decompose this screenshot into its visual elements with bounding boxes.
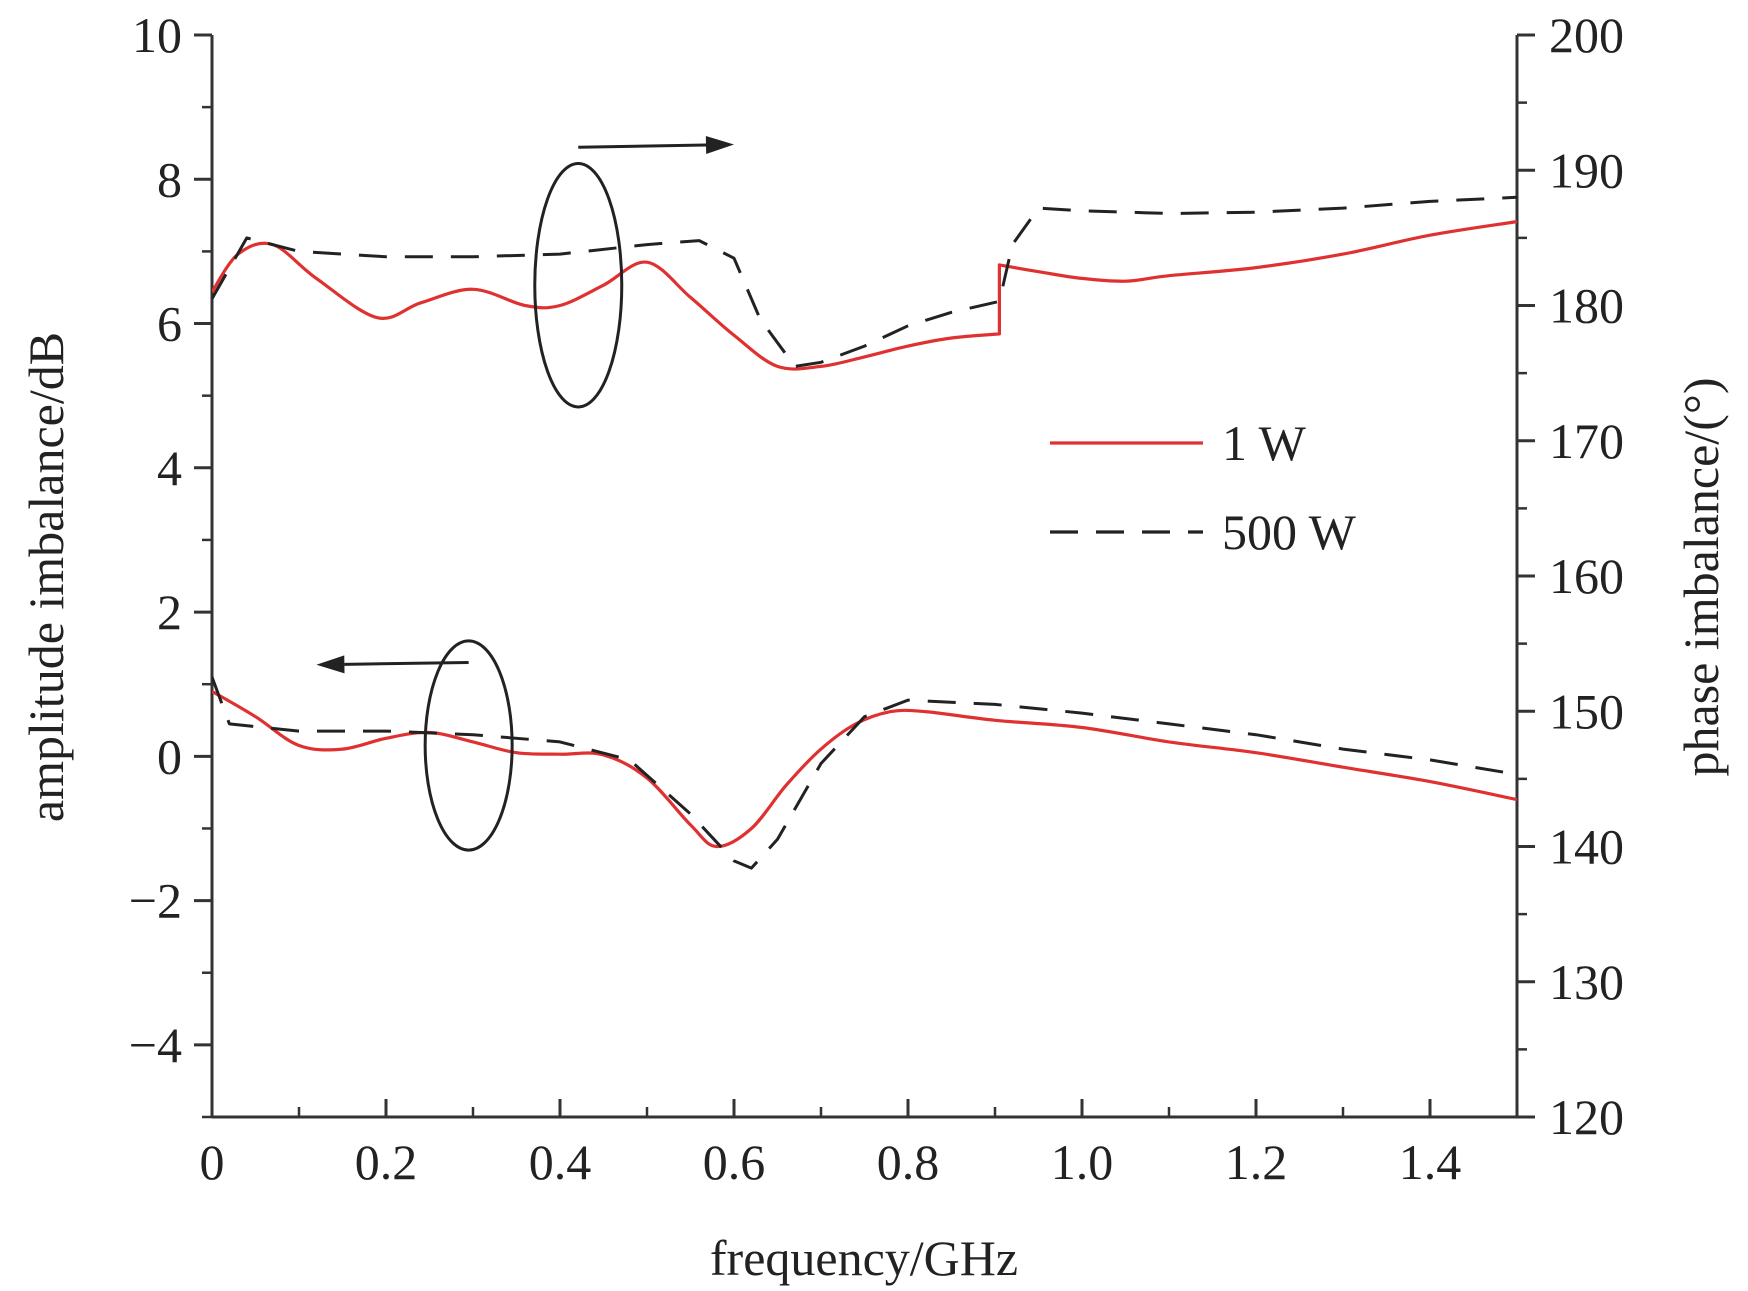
x-axis-title: frequency/GHz <box>710 1230 1018 1286</box>
y-left-tick-label: 4 <box>157 440 182 496</box>
axes: 0 0.2 0.4 0.6 0.8 1.0 1.2 1.4 −4 −2 0 2 4 6 8 10 120 130 1… <box>129 7 1624 1190</box>
series-phase-500w-line <box>212 195 1517 368</box>
y-right-tick-label: 160 <box>1549 548 1624 604</box>
annotation-arrow-head <box>705 136 734 155</box>
y-left-tick-label: −2 <box>129 873 182 929</box>
legend-label-500w: 500 W <box>1222 504 1357 560</box>
y-left-tick-label: 8 <box>157 151 182 207</box>
series-phase-1w-line <box>212 220 1517 371</box>
y-left-tick-label: 0 <box>157 728 182 784</box>
legend-label-1w: 1 W <box>1222 415 1307 471</box>
y-left-tick-label: −4 <box>129 1017 182 1073</box>
annotation-ellipse <box>423 639 514 852</box>
annotations <box>316 136 734 852</box>
annotation-ellipse <box>533 161 624 409</box>
y-right-tick-label: 150 <box>1549 683 1624 739</box>
y-right-tick-label: 120 <box>1549 1089 1624 1145</box>
y-right-tick-label: 190 <box>1549 142 1624 198</box>
annotation-arrow-line <box>344 661 469 666</box>
x-tick-label: 1.4 <box>1399 1134 1462 1190</box>
y-right-tick-label: 140 <box>1549 819 1624 875</box>
y-left-axis-title: amplitude imbalance/dB <box>18 332 74 822</box>
y-right-tick-label: 180 <box>1549 278 1624 334</box>
x-tick-label: 0 <box>200 1134 225 1190</box>
x-tick-label: 1.2 <box>1225 1134 1288 1190</box>
x-tick-label: 0.8 <box>877 1134 940 1190</box>
annotation-arrow-head <box>316 655 345 674</box>
series-amplitude-500w-line <box>212 676 1517 870</box>
x-tick-label: 0.2 <box>355 1134 418 1190</box>
x-tick-label: 0.4 <box>529 1134 592 1190</box>
legend: 1 W 500 W <box>1050 415 1357 560</box>
y-right-tick-label: 170 <box>1549 413 1624 469</box>
series-layer <box>212 195 1517 870</box>
series-amplitude-1w-line <box>212 690 1517 849</box>
y-left-tick-label: 10 <box>132 7 182 63</box>
annotation-arrow-line <box>578 143 707 149</box>
y-right-tick-label: 130 <box>1549 954 1624 1010</box>
y-right-axis-title: phase imbalance/(°) <box>1673 378 1729 777</box>
y-right-tick-label: 200 <box>1549 7 1624 63</box>
y-left-tick-label: 2 <box>157 584 182 640</box>
y-left-tick-label: 6 <box>157 296 182 352</box>
x-tick-label: 1.0 <box>1051 1134 1114 1190</box>
x-tick-label: 0.6 <box>703 1134 766 1190</box>
